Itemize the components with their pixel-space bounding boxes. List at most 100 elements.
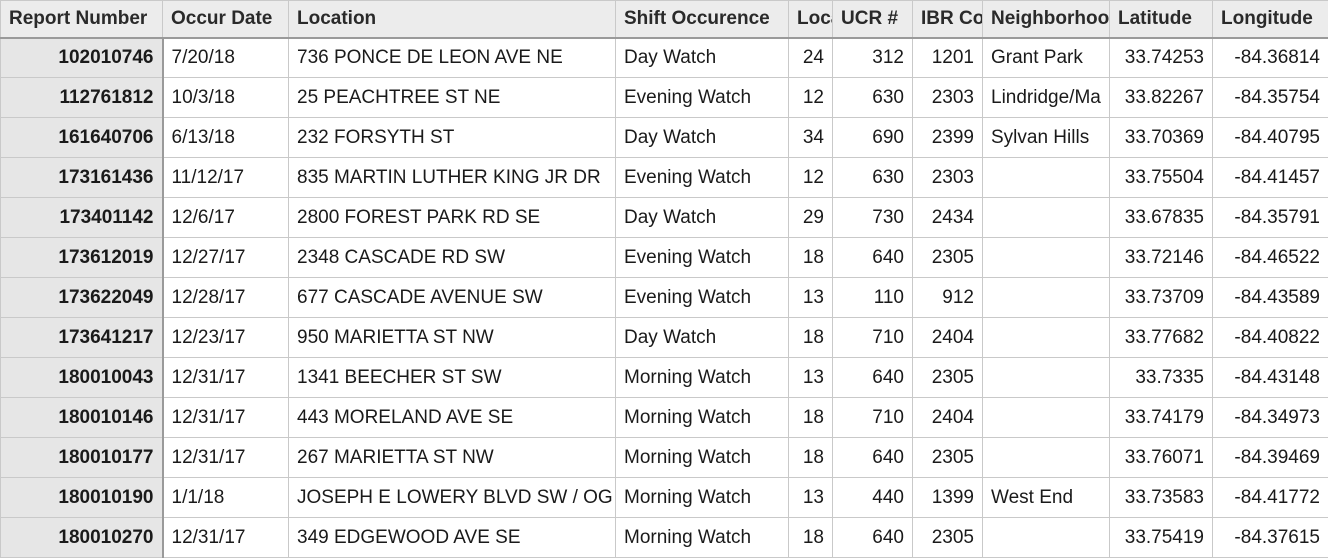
occur-date-cell[interactable]: 7/20/18 (163, 38, 289, 78)
occur-date-cell[interactable]: 11/12/17 (163, 158, 289, 198)
occur-date-cell[interactable]: 12/31/17 (163, 358, 289, 398)
location-cell[interactable]: 232 FORSYTH ST (289, 118, 616, 158)
shift-cell[interactable]: Evening Watch (616, 238, 789, 278)
shift-cell[interactable]: Day Watch (616, 38, 789, 78)
occur-date-cell[interactable]: 12/31/17 (163, 398, 289, 438)
ibr-code-cell[interactable]: 2305 (913, 238, 983, 278)
shift-cell[interactable]: Morning Watch (616, 438, 789, 478)
report-number-cell[interactable]: 173622049 (1, 278, 163, 318)
latitude-cell[interactable]: 33.67835 (1110, 198, 1213, 238)
column-header-location[interactable]: Location (289, 1, 616, 38)
occur-date-cell[interactable]: 12/6/17 (163, 198, 289, 238)
latitude-cell[interactable]: 33.75504 (1110, 158, 1213, 198)
longitude-cell[interactable]: -84.43589 (1213, 278, 1328, 318)
neighborhood-cell[interactable]: Grant Park (983, 38, 1110, 78)
report-number-cell[interactable]: 180010190 (1, 478, 163, 518)
ucr-cell[interactable]: 110 (833, 278, 913, 318)
report-number-cell[interactable]: 180010146 (1, 398, 163, 438)
neighborhood-cell[interactable] (983, 518, 1110, 558)
column-header-longitude[interactable]: Longitude (1213, 1, 1328, 38)
ucr-cell[interactable]: 312 (833, 38, 913, 78)
longitude-cell[interactable]: -84.46522 (1213, 238, 1328, 278)
longitude-cell[interactable]: -84.35791 (1213, 198, 1328, 238)
neighborhood-cell[interactable] (983, 198, 1110, 238)
ibr-code-cell[interactable]: 912 (913, 278, 983, 318)
report-number-cell[interactable]: 173641217 (1, 318, 163, 358)
ibr-code-cell[interactable]: 2305 (913, 438, 983, 478)
column-header-ucr[interactable]: UCR # (833, 1, 913, 38)
latitude-cell[interactable]: 33.74179 (1110, 398, 1213, 438)
latitude-cell[interactable]: 33.73583 (1110, 478, 1213, 518)
occur-date-cell[interactable]: 12/31/17 (163, 438, 289, 478)
longitude-cell[interactable]: -84.43148 (1213, 358, 1328, 398)
column-header-latitude[interactable]: Latitude (1110, 1, 1213, 38)
shift-cell[interactable]: Morning Watch (616, 478, 789, 518)
shift-cell[interactable]: Morning Watch (616, 398, 789, 438)
neighborhood-cell[interactable] (983, 238, 1110, 278)
ucr-cell[interactable]: 640 (833, 358, 913, 398)
longitude-cell[interactable]: -84.37615 (1213, 518, 1328, 558)
longitude-cell[interactable]: -84.35754 (1213, 78, 1328, 118)
location-cell[interactable]: 267 MARIETTA ST NW (289, 438, 616, 478)
occur-date-cell[interactable]: 10/3/18 (163, 78, 289, 118)
report-number-cell[interactable]: 161640706 (1, 118, 163, 158)
ibr-code-cell[interactable]: 1201 (913, 38, 983, 78)
column-header-loca[interactable]: Loca (789, 1, 833, 38)
report-number-cell[interactable]: 180010043 (1, 358, 163, 398)
neighborhood-cell[interactable] (983, 278, 1110, 318)
latitude-cell[interactable]: 33.82267 (1110, 78, 1213, 118)
column-header-shift-occurence[interactable]: Shift Occurence (616, 1, 789, 38)
report-number-cell[interactable]: 102010746 (1, 38, 163, 78)
occur-date-cell[interactable]: 12/31/17 (163, 518, 289, 558)
neighborhood-cell[interactable] (983, 318, 1110, 358)
shift-cell[interactable]: Evening Watch (616, 78, 789, 118)
neighborhood-cell[interactable]: West End (983, 478, 1110, 518)
shift-cell[interactable]: Evening Watch (616, 158, 789, 198)
neighborhood-cell[interactable] (983, 398, 1110, 438)
report-number-cell[interactable]: 180010270 (1, 518, 163, 558)
loca-cell[interactable]: 18 (789, 318, 833, 358)
location-cell[interactable]: 2348 CASCADE RD SW (289, 238, 616, 278)
loca-cell[interactable]: 18 (789, 238, 833, 278)
occur-date-cell[interactable]: 6/13/18 (163, 118, 289, 158)
column-header-ibr-code[interactable]: IBR Co (913, 1, 983, 38)
shift-cell[interactable]: Day Watch (616, 198, 789, 238)
loca-cell[interactable]: 12 (789, 78, 833, 118)
report-number-cell[interactable]: 180010177 (1, 438, 163, 478)
column-header-occur-date[interactable]: Occur Date (163, 1, 289, 38)
longitude-cell[interactable]: -84.41772 (1213, 478, 1328, 518)
latitude-cell[interactable]: 33.76071 (1110, 438, 1213, 478)
ucr-cell[interactable]: 630 (833, 158, 913, 198)
shift-cell[interactable]: Evening Watch (616, 278, 789, 318)
shift-cell[interactable]: Morning Watch (616, 518, 789, 558)
location-cell[interactable]: 2800 FOREST PARK RD SE (289, 198, 616, 238)
ibr-code-cell[interactable]: 2404 (913, 318, 983, 358)
loca-cell[interactable]: 12 (789, 158, 833, 198)
occur-date-cell[interactable]: 12/27/17 (163, 238, 289, 278)
longitude-cell[interactable]: -84.36814 (1213, 38, 1328, 78)
latitude-cell[interactable]: 33.75419 (1110, 518, 1213, 558)
ibr-code-cell[interactable]: 2434 (913, 198, 983, 238)
latitude-cell[interactable]: 33.77682 (1110, 318, 1213, 358)
longitude-cell[interactable]: -84.40795 (1213, 118, 1328, 158)
occur-date-cell[interactable]: 12/28/17 (163, 278, 289, 318)
ucr-cell[interactable]: 710 (833, 398, 913, 438)
ucr-cell[interactable]: 640 (833, 438, 913, 478)
report-number-cell[interactable]: 173161436 (1, 158, 163, 198)
latitude-cell[interactable]: 33.7335 (1110, 358, 1213, 398)
shift-cell[interactable]: Morning Watch (616, 358, 789, 398)
report-number-cell[interactable]: 112761812 (1, 78, 163, 118)
loca-cell[interactable]: 24 (789, 38, 833, 78)
latitude-cell[interactable]: 33.70369 (1110, 118, 1213, 158)
latitude-cell[interactable]: 33.74253 (1110, 38, 1213, 78)
ucr-cell[interactable]: 440 (833, 478, 913, 518)
location-cell[interactable]: 950 MARIETTA ST NW (289, 318, 616, 358)
report-number-cell[interactable]: 173612019 (1, 238, 163, 278)
